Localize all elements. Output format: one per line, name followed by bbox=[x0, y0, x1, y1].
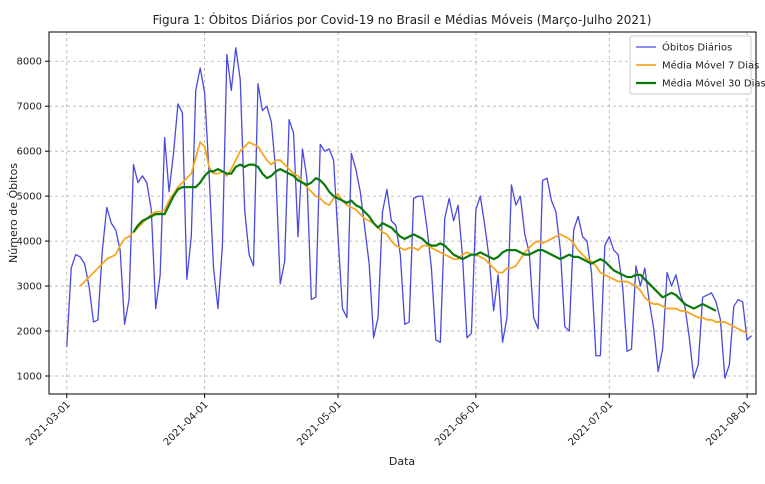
chart-title: Figura 1: Óbitos Diários por Covid-19 no… bbox=[153, 12, 652, 27]
y-tick-label: 2000 bbox=[17, 327, 42, 338]
x-tick-label: 2021-04-01 bbox=[162, 399, 211, 448]
x-tick-label: 2021-03-01 bbox=[24, 399, 73, 448]
y-tick-label: 3000 bbox=[17, 282, 42, 293]
y-axis-label: Número de Óbitos bbox=[7, 163, 20, 263]
legend-label: Óbitos Diários bbox=[662, 41, 732, 54]
series-line-1 bbox=[66, 47, 753, 379]
x-axis-label: Data bbox=[389, 455, 415, 468]
legend-label: Média Móvel 30 Dias bbox=[662, 78, 765, 90]
x-tick-label: 2021-08-01 bbox=[704, 399, 753, 448]
y-tick-label: 6000 bbox=[17, 147, 42, 158]
y-axis-ticks: 1000 2000 3000 4000 5000 6000 7000 8000 bbox=[17, 57, 49, 383]
legend-label: Média Móvel 7 Dias bbox=[662, 60, 759, 72]
series-line-2 bbox=[79, 141, 748, 335]
x-tick-label: 2021-05-01 bbox=[295, 399, 344, 448]
legend-box bbox=[629, 35, 752, 95]
y-tick-label: 7000 bbox=[17, 102, 42, 113]
y-tick-label: 5000 bbox=[17, 192, 42, 203]
series-line-3 bbox=[132, 163, 717, 312]
series-lines bbox=[66, 47, 753, 379]
x-axis-ticks: 2021-03-01 2021-04-01 2021-05-01 2021-06-01… bbox=[24, 394, 753, 448]
y-tick-label: 1000 bbox=[17, 372, 42, 383]
plot-frame bbox=[48, 31, 757, 395]
legend: Óbitos Diários Média Móvel 7 Dias Média Mó… bbox=[629, 35, 765, 95]
y-tick-label: 8000 bbox=[17, 57, 42, 68]
x-tick-label: 2021-06-01 bbox=[433, 399, 482, 448]
y-tick-label: 4000 bbox=[17, 237, 42, 248]
x-tick-label: 2021-07-01 bbox=[567, 399, 616, 448]
